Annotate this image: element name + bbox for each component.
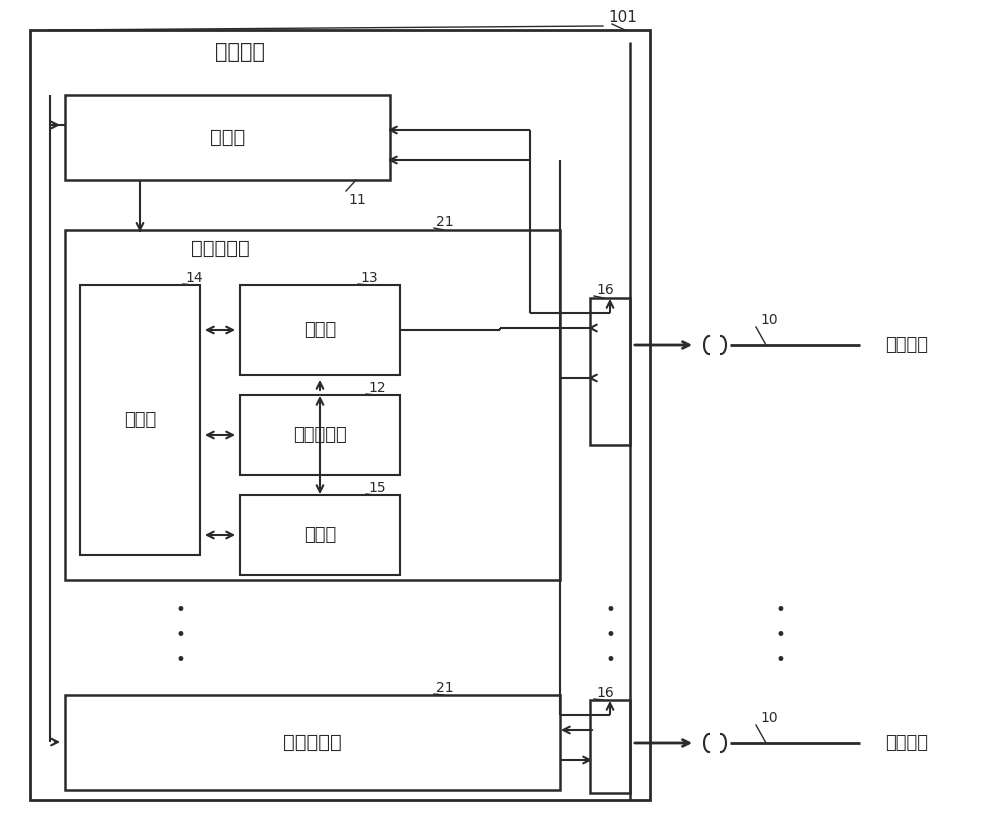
Text: 16: 16 [596, 686, 614, 700]
Bar [240, 285, 400, 375]
Bar [590, 298, 630, 445]
Text: 16: 16 [596, 283, 614, 297]
Bar [65, 95, 390, 180]
Bar [240, 495, 400, 575]
Text: 测量部: 测量部 [304, 321, 336, 339]
Bar [65, 230, 560, 580]
Bar [240, 395, 400, 475]
Text: •: • [175, 601, 185, 619]
Text: •: • [775, 626, 785, 644]
Text: 21: 21 [436, 215, 454, 229]
Text: 信号输出部: 信号输出部 [293, 426, 347, 444]
Text: •: • [775, 651, 785, 669]
Text: 101: 101 [608, 11, 637, 25]
Text: 棆测处理部: 棆测处理部 [191, 239, 249, 257]
Text: 15: 15 [368, 481, 386, 495]
Text: 存储部: 存储部 [304, 526, 336, 544]
Text: 中继装置: 中继装置 [215, 42, 265, 62]
Text: •: • [175, 651, 185, 669]
Text: 14: 14 [185, 271, 203, 285]
Text: •: • [605, 651, 615, 669]
Text: 通信装置: 通信装置 [885, 336, 928, 354]
Text: •: • [175, 626, 185, 644]
Text: •: • [605, 601, 615, 619]
Text: 11: 11 [348, 193, 366, 207]
Bar [590, 700, 630, 793]
Bar [80, 285, 200, 555]
Text: 中继部: 中继部 [210, 127, 246, 147]
Bar [30, 30, 650, 800]
Text: •: • [775, 601, 785, 619]
Bar [65, 695, 560, 790]
Text: 棆测处理部: 棆测处理部 [283, 732, 341, 752]
Text: 10: 10 [760, 313, 778, 327]
Text: •: • [605, 626, 615, 644]
Text: 13: 13 [360, 271, 378, 285]
Text: 通信装置: 通信装置 [885, 734, 928, 752]
Text: 12: 12 [368, 381, 386, 395]
Text: 棆测部: 棆测部 [124, 411, 156, 429]
Text: 21: 21 [436, 681, 454, 695]
Text: 10: 10 [760, 711, 778, 725]
